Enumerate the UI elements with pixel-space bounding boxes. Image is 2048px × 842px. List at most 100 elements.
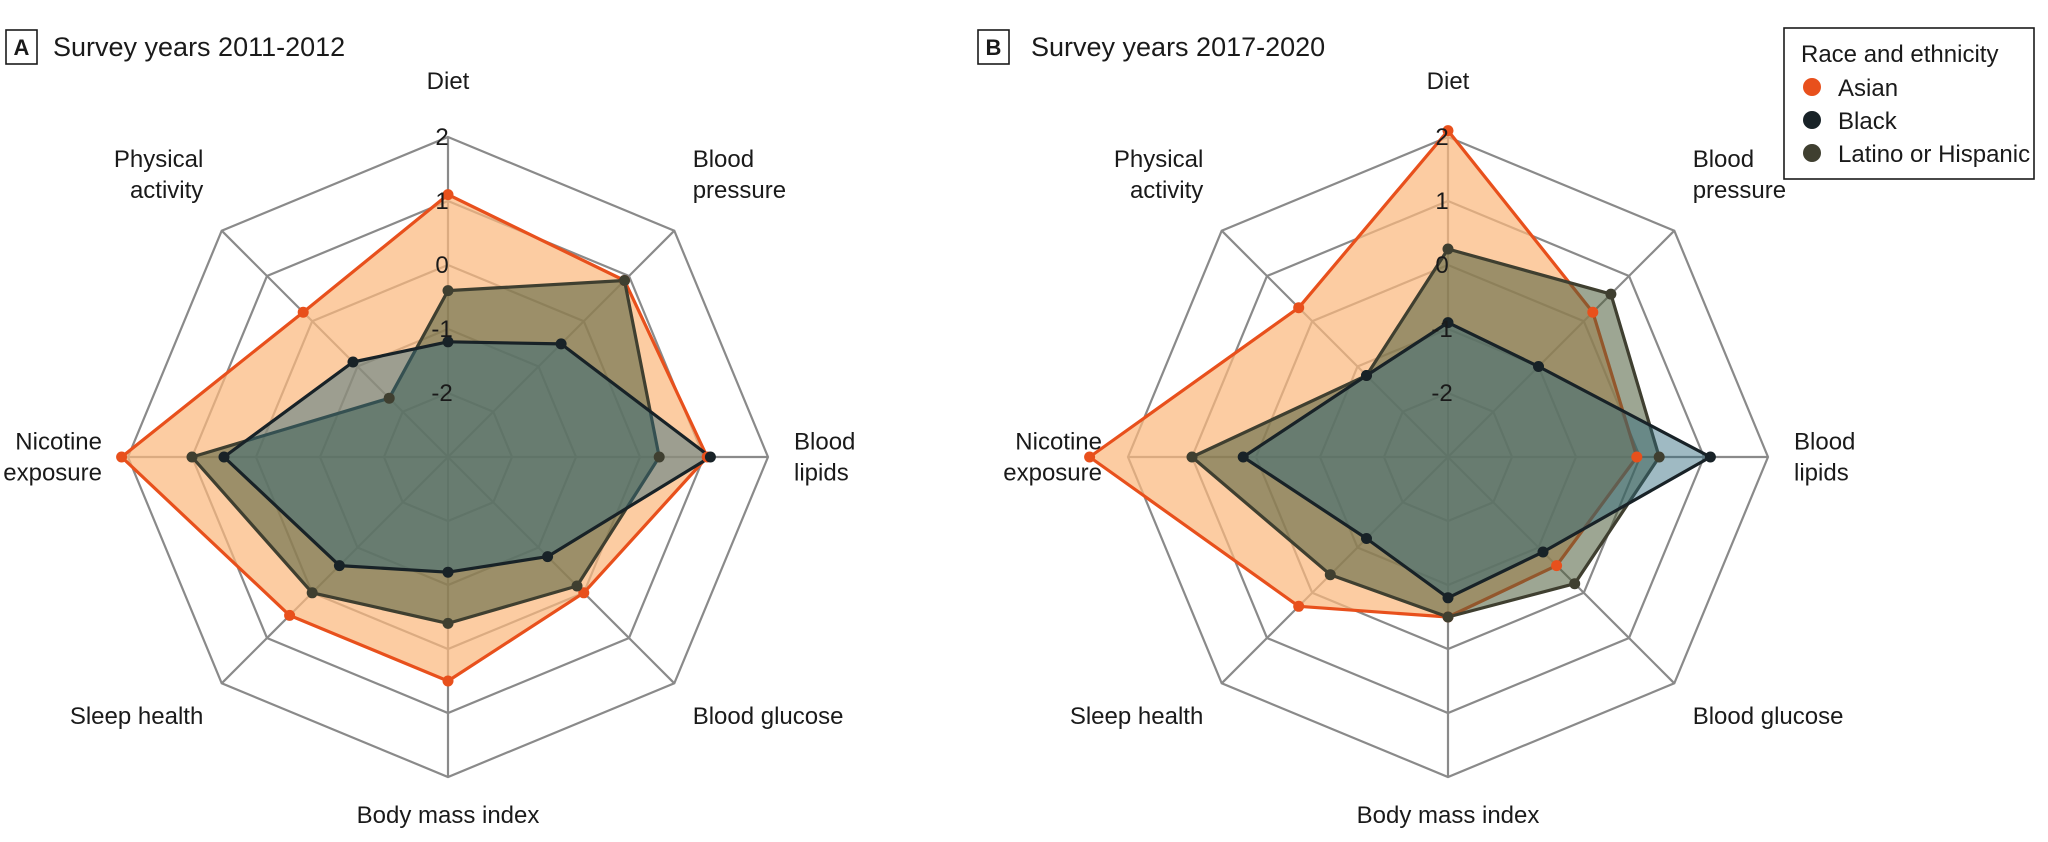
data-point-latino-or-hispanic <box>186 451 198 463</box>
data-point-latino-or-hispanic <box>571 580 583 592</box>
axis-label-blood-lipids: Blood lipids <box>794 429 855 487</box>
data-point-asian <box>578 587 590 599</box>
axis-label-line: Physical <box>114 146 203 173</box>
data-point-latino-or-hispanic <box>619 275 630 286</box>
data-point-black <box>347 356 359 368</box>
data-point-asian <box>1551 560 1563 572</box>
data-point-black <box>1442 317 1454 329</box>
panel-a-title: Survey years 2011-2012 <box>53 32 345 62</box>
data-point-black <box>1361 370 1372 381</box>
data-point-black <box>1533 361 1544 372</box>
data-point-latino-or-hispanic <box>383 392 395 404</box>
axis-label-diet: Diet <box>427 68 470 95</box>
panel-a-letter-box <box>5 29 38 65</box>
legend-label-latino: Latino or Hispanic <box>1838 141 2030 168</box>
data-point-latino-or-hispanic <box>1442 611 1454 623</box>
axis-label-line: Blood <box>794 429 855 456</box>
tick-label: 0 <box>1435 252 1448 279</box>
legend: Race and ethnicity Asian Black Latino or… <box>1783 27 2035 180</box>
axis-label-body-mass-index: Body mass index <box>1357 802 1540 829</box>
axis-label-line: exposure <box>1003 460 1102 487</box>
axis-label-sleep-health: Sleep health <box>70 703 203 730</box>
data-point-asian <box>1587 306 1599 318</box>
axis-label-body-mass-index: Body mass index <box>357 802 540 829</box>
axis-label-line: Body mass index <box>1357 802 1540 829</box>
axis-label-line: pressure <box>1693 177 1786 204</box>
tick-label: -2 <box>431 380 452 407</box>
tick-label: 1 <box>1435 188 1448 215</box>
data-point-asian <box>1293 302 1305 314</box>
axis-label-sleep-health: Sleep health <box>1070 703 1203 730</box>
axis-label-line: lipids <box>794 460 849 487</box>
legend-box <box>1783 27 2035 180</box>
panel-a-letter: A <box>14 35 30 60</box>
data-point-asian <box>442 675 454 687</box>
data-point-asian <box>1293 600 1305 612</box>
data-point-latino-or-hispanic <box>1442 243 1454 255</box>
axis-label-nicotine-exposure: Nicotine exposure <box>1003 429 1102 487</box>
tick-label: 2 <box>1435 124 1448 151</box>
data-point-asian <box>297 306 309 318</box>
axis-label-blood-glucose: Blood glucose <box>1693 703 1844 730</box>
data-point-black <box>442 566 454 578</box>
axis-label-line: Blood <box>1794 429 1855 456</box>
tick-label: -1 <box>431 316 452 343</box>
data-point-latino-or-hispanic <box>1653 451 1665 463</box>
axis-label-blood-glucose: Blood glucose <box>693 703 844 730</box>
data-point-latino-or-hispanic <box>442 285 454 297</box>
data-point-black <box>1537 546 1549 558</box>
axis-label-nicotine-exposure: Nicotine exposure <box>3 429 102 487</box>
data-point-asian <box>1631 451 1643 463</box>
axis-label-line: Blood glucose <box>1693 703 1844 730</box>
axis-label-line: activity <box>130 177 203 204</box>
data-point-black <box>1442 592 1454 604</box>
data-point-black <box>555 338 567 350</box>
legend-label-asian: Asian <box>1838 75 1898 102</box>
panel-b-letter-box <box>977 29 1010 65</box>
data-point-black <box>704 451 716 463</box>
tick-label: 0 <box>435 252 448 279</box>
axis-label-line: Blood <box>693 146 754 173</box>
data-point-latino-or-hispanic <box>1324 569 1336 581</box>
data-point-latino-or-hispanic <box>653 451 665 463</box>
axis-label-line: pressure <box>693 177 786 204</box>
data-point-asian <box>1084 451 1096 463</box>
data-point-black <box>1704 451 1716 463</box>
panel-a-header: A Survey years 2011-2012 <box>5 29 345 65</box>
axis-label-physical-activity: Physical activity <box>114 146 203 204</box>
legend-marker-asian <box>1803 78 1821 96</box>
legend-title: Race and ethnicity <box>1801 41 1998 68</box>
axis-label-blood-pressure: Blood pressure <box>1693 146 1786 204</box>
data-point-black <box>542 551 554 563</box>
data-point-latino-or-hispanic <box>1569 578 1581 590</box>
tick-label: -1 <box>1431 316 1452 343</box>
panel-b-letter: B <box>986 35 1002 60</box>
axis-label-line: Diet <box>1427 68 1470 95</box>
axis-label-line: Nicotine <box>15 429 102 456</box>
legend-marker-black <box>1803 111 1821 129</box>
data-point-latino-or-hispanic <box>1605 288 1617 300</box>
panel-b-header: B Survey years 2017-2020 <box>977 29 1325 65</box>
data-point-latino-or-hispanic <box>442 617 454 629</box>
data-point-latino-or-hispanic <box>1186 451 1198 463</box>
data-point-asian <box>284 609 296 621</box>
axis-label-line: Diet <box>427 68 470 95</box>
data-point-black <box>218 451 230 463</box>
axis-label-line: Nicotine <box>1015 429 1102 456</box>
axis-label-line: Physical <box>1114 146 1203 173</box>
radar-series-group <box>116 189 716 687</box>
axis-label-line: activity <box>1130 177 1203 204</box>
tick-label: -2 <box>1431 380 1452 407</box>
axis-label-diet: Diet <box>1427 68 1470 95</box>
data-point-black <box>333 560 345 572</box>
tick-label: 1 <box>435 188 448 215</box>
axis-label-line: Blood <box>1693 146 1754 173</box>
data-point-asian <box>116 451 128 463</box>
axis-label-blood-pressure: Blood pressure <box>693 146 786 204</box>
data-point-asian <box>442 189 454 201</box>
axis-label-line: Sleep health <box>70 703 203 730</box>
legend-label-black: Black <box>1838 108 1898 135</box>
